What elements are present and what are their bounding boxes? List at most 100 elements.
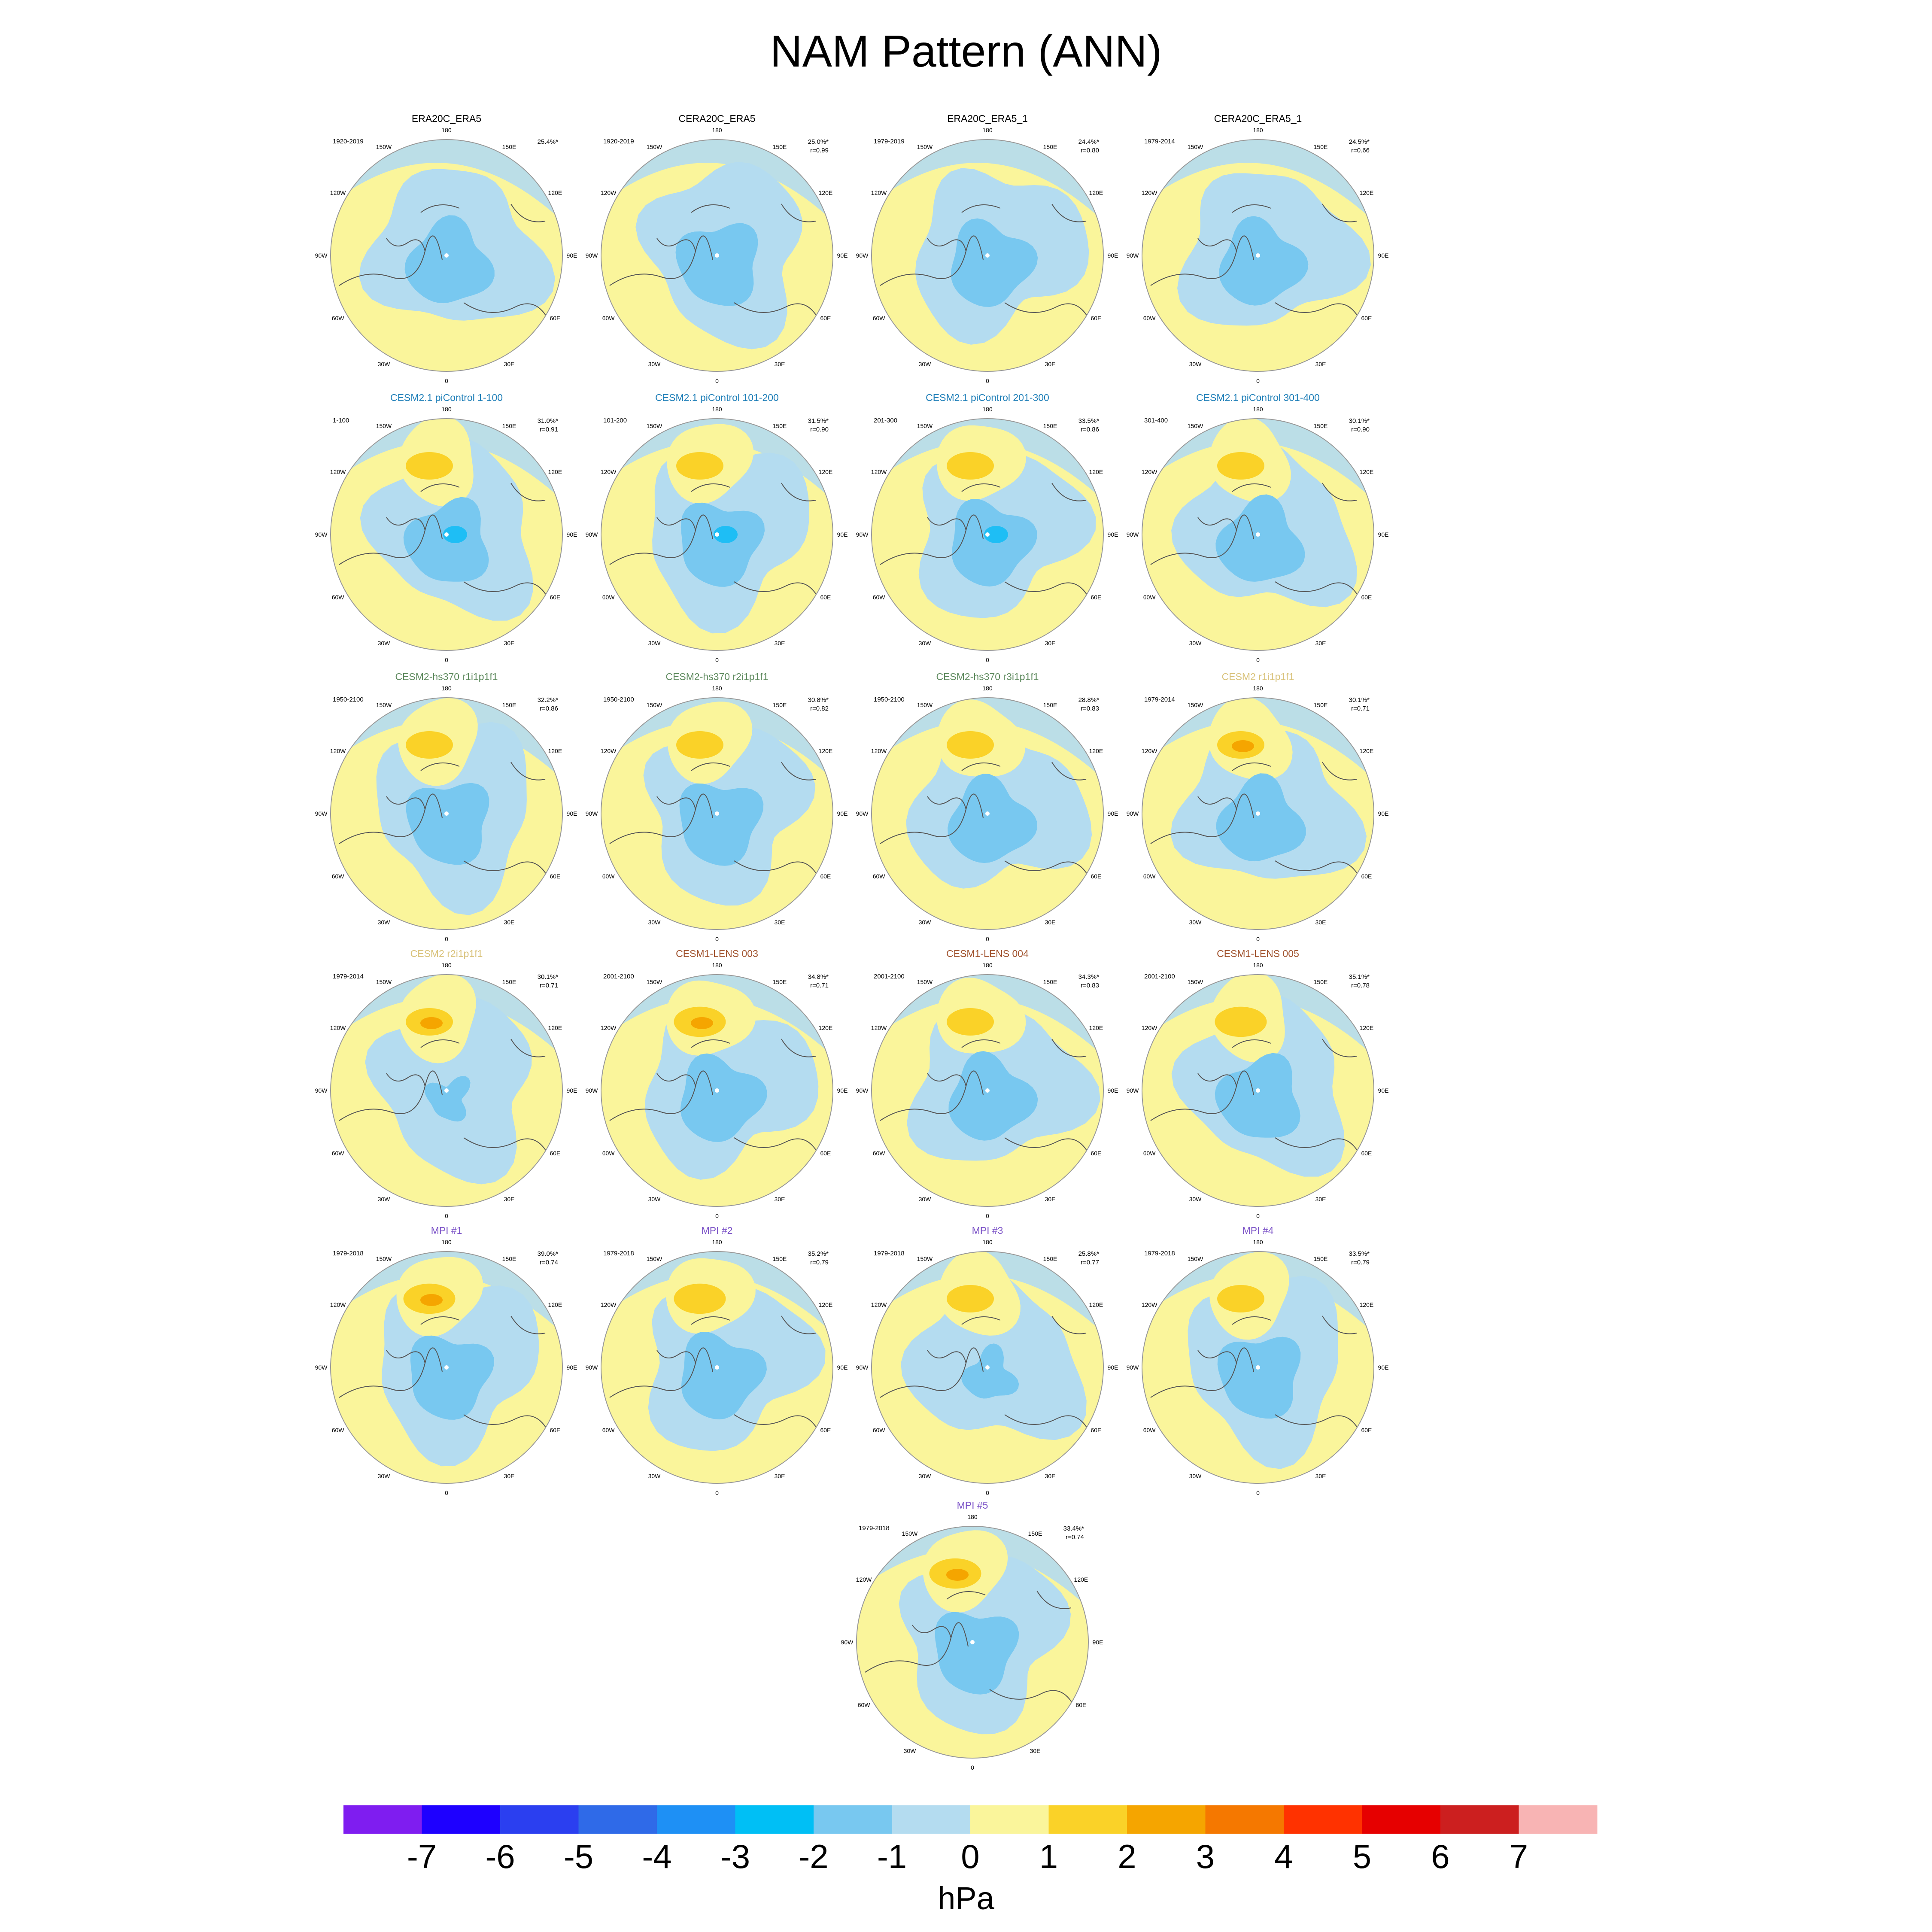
negative-anomaly-core [425, 1076, 471, 1122]
colorbar-tick-label: -6 [485, 1838, 515, 1875]
longitude-label: 150W [376, 978, 392, 985]
negative-anomaly-core [681, 1332, 767, 1420]
longitude-label: 60E [1361, 1150, 1372, 1157]
longitude-label: 60W [602, 873, 615, 880]
longitude-label: 0 [445, 1212, 448, 1219]
longitude-label: 90W [315, 810, 328, 817]
map-boundary [871, 139, 1104, 372]
colorbar-tick-label: 2 [1118, 1838, 1136, 1875]
longitude-label: 0 [715, 936, 719, 942]
north-pole-marker [985, 1365, 990, 1370]
longitude-label: 120W [856, 1576, 872, 1583]
colorbar-tick-label: 6 [1431, 1838, 1450, 1875]
negative-anomaly-core [404, 215, 495, 304]
longitude-label: 0 [715, 377, 719, 384]
negative-anomaly-peak [984, 526, 1008, 543]
longitude-label: 30W [1189, 640, 1202, 647]
map-boundary [1142, 139, 1374, 372]
positive-anomaly-peak [420, 1017, 443, 1029]
panel-title: MPI #3 [972, 1225, 1003, 1236]
polar-map: 180 150E 120E 90E 60E 30E 0 30W 60W 90W 120W 150W [856, 685, 1118, 942]
longitude-label: 60E [1091, 594, 1101, 601]
north-pole-marker [1256, 532, 1260, 537]
map-panel: 180 150E 120E 90E 60E 30E 0 30W 60W 90W 120W 150W CE… [582, 393, 852, 668]
longitude-label: 60W [602, 1150, 615, 1157]
longitude-label: 150E [502, 143, 516, 150]
map-boundary [871, 697, 1104, 930]
north-pole-marker [715, 811, 719, 816]
map-boundary [330, 139, 563, 372]
longitude-label: 60E [1361, 594, 1372, 601]
coastline [1150, 1315, 1366, 1445]
negative-anomaly-core [1216, 773, 1306, 862]
longitude-label: 30E [775, 919, 785, 926]
longitude-label: 180 [1253, 406, 1263, 413]
longitude-label: 180 [982, 406, 993, 413]
longitude-label: 180 [1253, 685, 1263, 692]
colorbar-swatch [657, 1805, 735, 1834]
positive-anomaly-peak [691, 1017, 713, 1029]
panel-period: 1-100 [333, 417, 349, 424]
longitude-label: 30W [648, 919, 661, 926]
longitude-label: 120E [819, 189, 833, 196]
longitude-label: 60E [820, 1427, 831, 1434]
panel-title: CESM2.1 piControl 301-400 [1196, 392, 1320, 403]
longitude-label: 90E [837, 810, 848, 817]
map-panel: 180 150E 120E 90E 60E 30E 0 30W 60W 90W 120W 150W CE… [852, 672, 1123, 947]
longitude-label: 150E [773, 143, 787, 150]
panel-period: 201-300 [874, 417, 898, 424]
longitude-label: 90W [856, 810, 869, 817]
longitude-label: 30E [1045, 640, 1056, 647]
longitude-label: 30E [1045, 1196, 1056, 1203]
longitude-label: 90W [856, 252, 869, 259]
longitude-label: 180 [982, 1239, 993, 1245]
longitude-label: 150W [376, 422, 392, 429]
longitude-label: 90W [1127, 1087, 1139, 1094]
longitude-label: 60W [332, 1150, 345, 1157]
north-pole-marker [985, 532, 990, 537]
longitude-label: 30E [504, 1473, 515, 1479]
panel-stats: 35.1%* r=0.78 [1349, 973, 1370, 989]
colorbar-tick-label: 3 [1196, 1838, 1215, 1875]
longitude-label: 90W [856, 1087, 869, 1094]
coastline [339, 1039, 554, 1168]
map-boundary [871, 1251, 1104, 1484]
colorbar-units: hPa [938, 1880, 994, 1916]
coastline [865, 1590, 1080, 1720]
longitude-label: 150W [376, 702, 392, 708]
north-pole-marker [444, 253, 449, 258]
longitude-label: 60W [332, 594, 345, 601]
longitude-label: 120W [1142, 189, 1157, 196]
longitude-label: 30E [775, 1473, 785, 1479]
longitude-label: 90W [315, 1364, 328, 1371]
panel-title: CESM2.1 piControl 101-200 [655, 392, 779, 403]
polar-map: 180 150E 120E 90E 60E 30E 0 30W 60W 90W 120W 150W [856, 962, 1118, 1219]
polar-map: 180 150E 120E 90E 60E 30E 0 30W 60W 90W 120W 150W [1127, 1239, 1389, 1496]
longitude-label: 30E [775, 361, 785, 368]
longitude-label: 90E [1378, 810, 1389, 817]
north-pole-marker [1256, 1365, 1260, 1370]
longitude-label: 30E [1045, 919, 1056, 926]
longitude-label: 90E [567, 531, 577, 538]
longitude-label: 90E [837, 1364, 848, 1371]
longitude-label: 180 [441, 406, 452, 413]
longitude-label: 150E [1043, 422, 1057, 429]
map-boundary [601, 697, 833, 930]
longitude-label: 30E [504, 1196, 515, 1203]
longitude-label: 120E [819, 1024, 833, 1031]
longitude-label: 90E [567, 1087, 577, 1094]
panel-period: 1979-2014 [1144, 696, 1175, 703]
coastline [880, 483, 1095, 612]
longitude-label: 120W [871, 468, 887, 475]
positive-anomaly-core [1217, 1285, 1264, 1312]
polar-map: 180 150E 120E 90E 60E 30E 0 30W 60W 90W 120W 150W [841, 1513, 1103, 1771]
longitude-label: 0 [986, 936, 989, 942]
north-pole-marker [985, 253, 990, 258]
longitude-label: 30W [919, 919, 932, 926]
longitude-label: 150W [376, 1255, 392, 1262]
longitude-label: 120W [1142, 1024, 1157, 1031]
positive-anomaly-core [947, 452, 994, 480]
longitude-label: 60W [1143, 594, 1156, 601]
panel-title: CESM2-hs370 r2i1p1f1 [665, 671, 769, 682]
polar-map: 180 150E 120E 90E 60E 30E 0 30W 60W 90W 120W 150W [1127, 127, 1389, 384]
